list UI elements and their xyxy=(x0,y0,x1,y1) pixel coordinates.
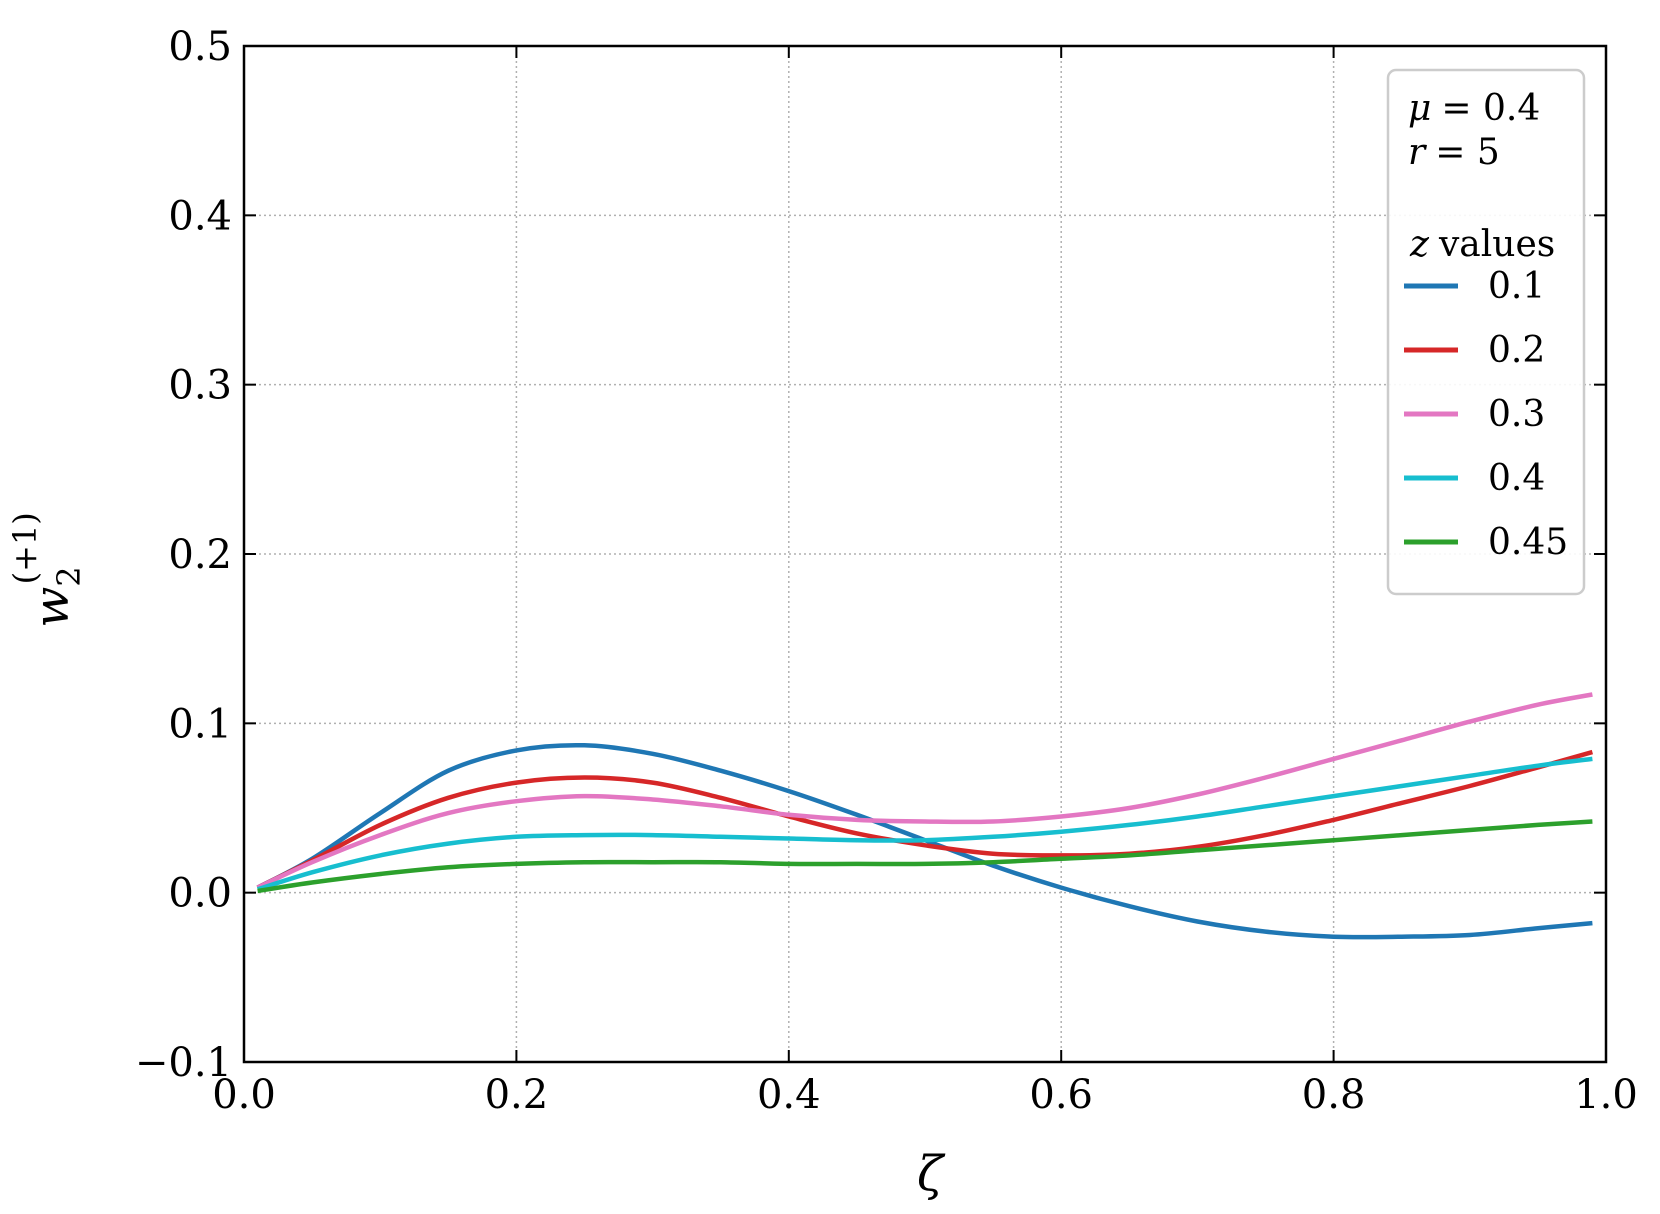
y-tick-label: −0.1 xyxy=(135,1040,232,1086)
x-tick-label: 0.2 xyxy=(485,1072,549,1118)
y-tick-label: 0.3 xyxy=(168,363,232,409)
y-tick-label: 0.0 xyxy=(168,871,232,917)
y-axis-label: w2 (+1) xyxy=(6,512,88,628)
y-tick-label: 0.5 xyxy=(168,24,232,70)
y-tick-label: 0.1 xyxy=(168,701,232,747)
y-tick-label: 0.4 xyxy=(168,193,232,239)
legend-title: z values xyxy=(1409,224,1555,265)
series-line-z-0.3 xyxy=(256,692,1593,890)
grid-lines xyxy=(244,46,1606,1062)
y-axis-label-base: w xyxy=(24,587,80,628)
series-line-z-0.4 xyxy=(256,756,1593,892)
legend-label: 0.3 xyxy=(1488,394,1545,435)
x-axis-label: ζ xyxy=(917,1146,946,1202)
x-tick-label: 0.4 xyxy=(757,1072,821,1118)
y-axis-label-sup: (+1) xyxy=(6,512,44,584)
legend-box xyxy=(1386,68,1586,596)
tick-labels: 0.0 0.2 0.4 0.6 0.8 1.0−0.10.00.10.20.30.40.5 xyxy=(135,24,1638,1118)
y-tick-label: 0.2 xyxy=(168,532,232,578)
series-line-z-0.45 xyxy=(257,819,1593,894)
legend-entries: 0.1 0.2 0.3 0.4 0.45 xyxy=(1404,266,1568,563)
series-line-z-0.2 xyxy=(256,749,1594,890)
legend-label: 0.45 xyxy=(1488,522,1568,563)
axis-ticks xyxy=(243,45,1607,1063)
svg-text:w2(+1): w2 (+1) xyxy=(6,512,88,628)
legend-label: 0.1 xyxy=(1488,266,1545,307)
x-tick-label: 0.8 xyxy=(1302,1072,1366,1118)
legend-param-mu: μ = 0.4 xyxy=(1408,88,1540,129)
x-tick-label: 0.6 xyxy=(1029,1072,1093,1118)
x-tick-label: 1.0 xyxy=(1574,1072,1638,1118)
legend-label: 0.2 xyxy=(1488,330,1545,371)
legend-label: 0.4 xyxy=(1488,458,1545,499)
legend-param-r: r = 5 xyxy=(1408,132,1500,173)
legend: μ = 0.4 r = 5 z values 0.1 0.2 0.3 0.4 0.45 xyxy=(1386,68,1586,596)
data-series xyxy=(256,692,1594,940)
y-axis-label-sub: 2 xyxy=(50,566,88,586)
x-tick-label: 0.0 xyxy=(212,1072,276,1118)
